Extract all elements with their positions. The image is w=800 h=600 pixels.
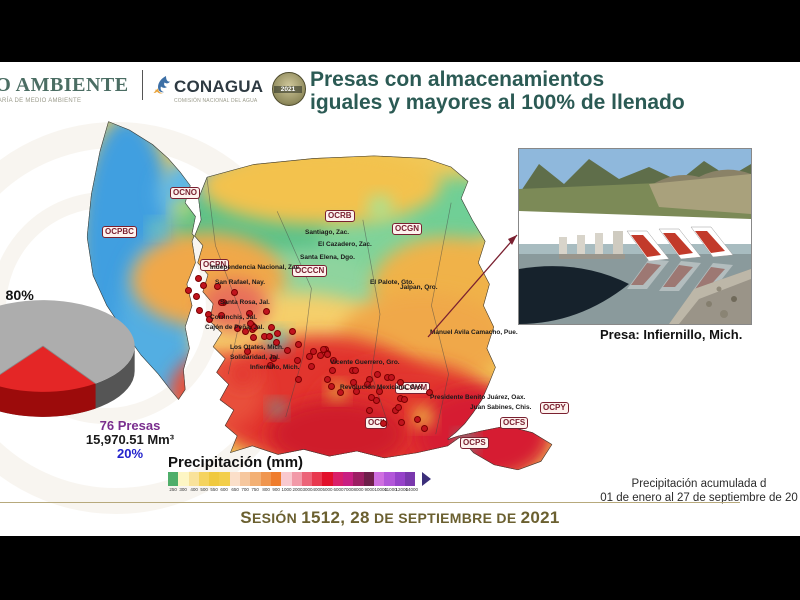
svg-text:80%: 80%: [6, 288, 35, 304]
